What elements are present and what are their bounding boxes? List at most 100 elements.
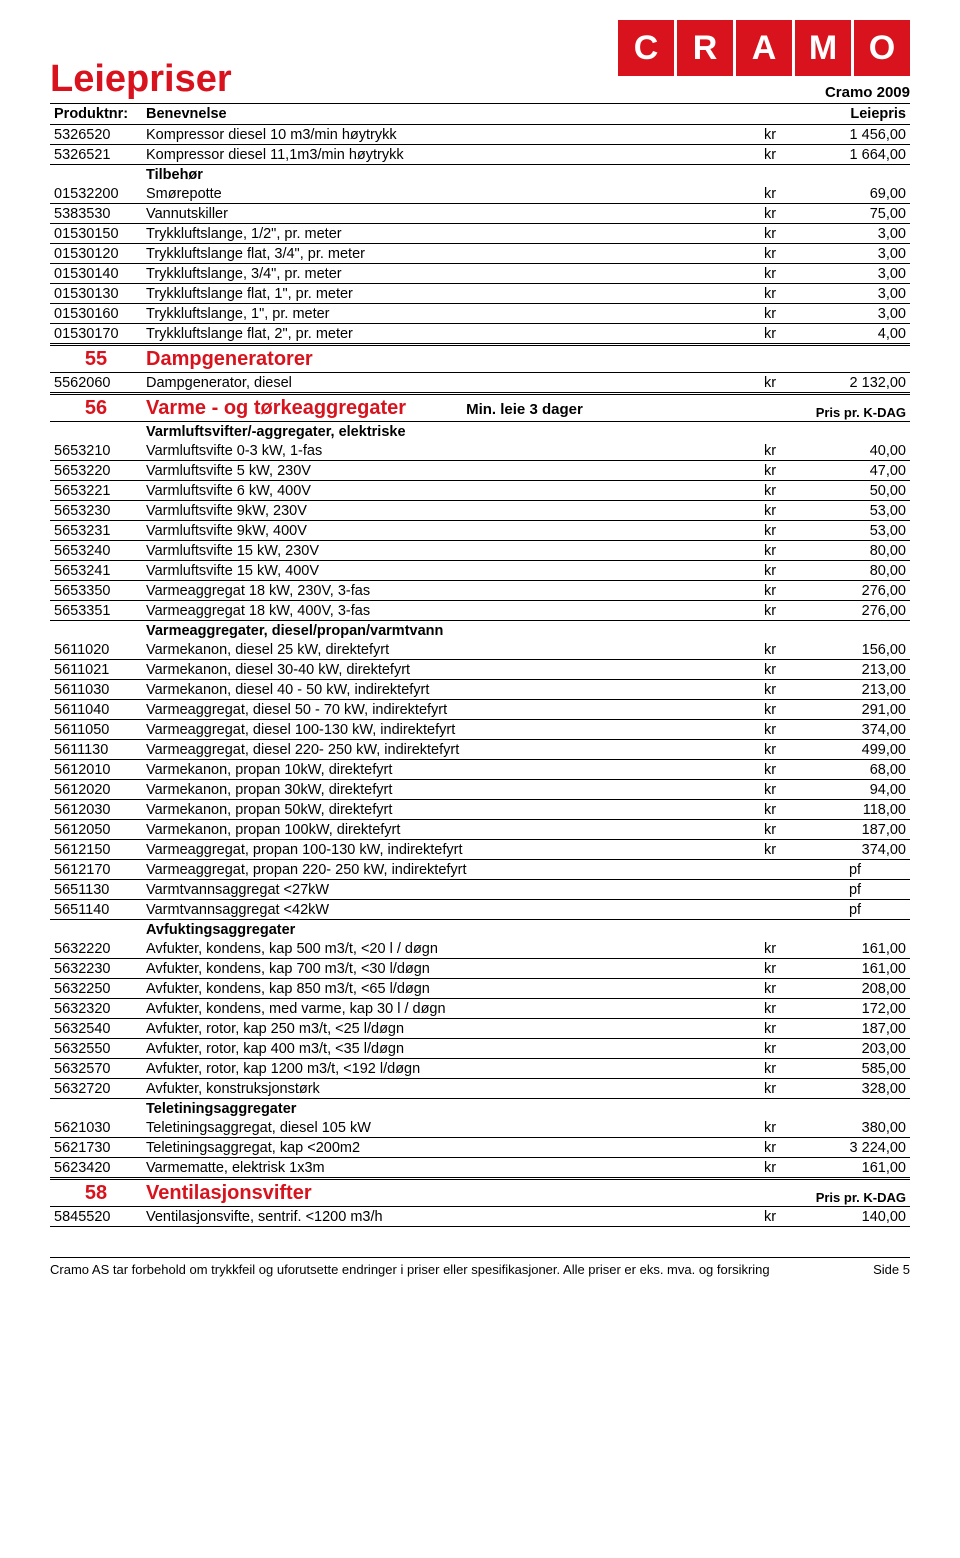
product-description: Avfukter, kondens, kap 500 m3/t, <20 l /…: [142, 939, 760, 959]
product-description: Varmtvannsaggregat <42kW: [142, 900, 760, 920]
product-number: 5383530: [50, 204, 142, 224]
currency-label: kr: [760, 1039, 800, 1059]
table-row: 5653351Varmeaggregat 18 kW, 400V, 3-fask…: [50, 601, 910, 621]
currency-label: kr: [760, 1207, 800, 1227]
product-description: Varmekanon, propan 30kW, direktefyrt: [142, 780, 760, 800]
currency-label: kr: [760, 1059, 800, 1079]
product-description: Varmematte, elektrisk 1x3m: [142, 1158, 760, 1179]
currency-label: kr: [760, 1118, 800, 1138]
table-row: 5621730Teletiningsaggregat, kap <200m2kr…: [50, 1138, 910, 1158]
table-row: 5632220Avfukter, kondens, kap 500 m3/t, …: [50, 939, 910, 959]
product-number: 5653350: [50, 581, 142, 601]
table-row: 5611040Varmeaggregat, diesel 50 - 70 kW,…: [50, 700, 910, 720]
price-value: pf: [800, 880, 910, 900]
product-description: Avfukter, konstruksjonstørk: [142, 1079, 760, 1099]
table-row: 01530140Trykkluftslange, 3/4", pr. meter…: [50, 264, 910, 284]
price-value: 276,00: [800, 581, 910, 601]
price-value: 69,00: [800, 184, 910, 204]
table-row: 5632230Avfukter, kondens, kap 700 m3/t, …: [50, 959, 910, 979]
product-number: 5632550: [50, 1039, 142, 1059]
price-value: 53,00: [800, 501, 910, 521]
currency-label: kr: [760, 204, 800, 224]
product-description: Dampgenerator, diesel: [142, 373, 760, 394]
currency-label: [760, 860, 800, 880]
currency-label: kr: [760, 820, 800, 840]
col-header-benevnelse: Benevnelse: [142, 104, 760, 125]
price-value: 68,00: [800, 760, 910, 780]
product-description: Varmtvannsaggregat <27kW: [142, 880, 760, 900]
currency-label: kr: [760, 939, 800, 959]
cramo-logo: C R A M O: [618, 20, 910, 76]
product-number: 5611021: [50, 660, 142, 680]
currency-label: kr: [760, 184, 800, 204]
currency-label: kr: [760, 840, 800, 860]
table-row: 5611020Varmekanon, diesel 25 kW, direkte…: [50, 640, 910, 660]
price-value: 50,00: [800, 481, 910, 501]
logo-area: C R A M O Cramo 2009: [618, 20, 910, 101]
product-description: Varmekanon, propan 10kW, direktefyrt: [142, 760, 760, 780]
table-row: 5612150Varmeaggregat, propan 100-130 kW,…: [50, 840, 910, 860]
price-value: 2 132,00: [800, 373, 910, 394]
product-description: Varmluftsvifte 5 kW, 230V: [142, 461, 760, 481]
product-description: Avfukter, rotor, kap 1200 m3/t, <192 l/d…: [142, 1059, 760, 1079]
currency-label: kr: [760, 640, 800, 660]
product-description: Avfukter, kondens, med varme, kap 30 l /…: [142, 999, 760, 1019]
product-number: 5612150: [50, 840, 142, 860]
currency-label: kr: [760, 700, 800, 720]
table-row: 5621030Teletiningsaggregat, diesel 105 k…: [50, 1118, 910, 1138]
product-description: Teletiningsaggregat, diesel 105 kW: [142, 1118, 760, 1138]
product-number: 5653241: [50, 561, 142, 581]
price-value: 3,00: [800, 224, 910, 244]
product-description: Trykkluftslange flat, 3/4", pr. meter: [142, 244, 760, 264]
product-description: Trykkluftslange, 3/4", pr. meter: [142, 264, 760, 284]
table-row: 5651140Varmtvannsaggregat <42kWpf: [50, 900, 910, 920]
price-value: 3,00: [800, 264, 910, 284]
product-description: Ventilasjonsvifte, sentrif. <1200 m3/h: [142, 1207, 760, 1227]
currency-label: kr: [760, 521, 800, 541]
price-value: 187,00: [800, 820, 910, 840]
table-row: 5611050Varmeaggregat, diesel 100-130 kW,…: [50, 720, 910, 740]
table-row: 5612050Varmekanon, propan 100kW, direkte…: [50, 820, 910, 840]
section-number: 56: [50, 394, 142, 422]
currency-label: kr: [760, 145, 800, 165]
product-description: Trykkluftslange, 1", pr. meter: [142, 304, 760, 324]
subheading-row: Tilbehør: [50, 165, 910, 185]
product-description: Varmeaggregat 18 kW, 400V, 3-fas: [142, 601, 760, 621]
currency-label: kr: [760, 264, 800, 284]
table-row: 5653210Varmluftsvifte 0-3 kW, 1-faskr40,…: [50, 441, 910, 461]
product-number: 5326521: [50, 145, 142, 165]
product-description: Varmekanon, diesel 40 - 50 kW, indirekte…: [142, 680, 760, 700]
table-row: 5623420Varmematte, elektrisk 1x3mkr161,0…: [50, 1158, 910, 1179]
price-value: 208,00: [800, 979, 910, 999]
currency-label: kr: [760, 481, 800, 501]
product-number: 5653231: [50, 521, 142, 541]
table-row: 5632250Avfukter, kondens, kap 850 m3/t, …: [50, 979, 910, 999]
table-header-row: Produktnr: Benevnelse Leiepris: [50, 104, 910, 125]
table-row: 5611030Varmekanon, diesel 40 - 50 kW, in…: [50, 680, 910, 700]
section-row: 55Dampgeneratorer: [50, 345, 910, 373]
table-row: 5326520Kompressor diesel 10 m3/min høytr…: [50, 125, 910, 145]
currency-label: kr: [760, 581, 800, 601]
logo-letter: A: [736, 20, 792, 76]
section-title: Ventilasjonsvifter: [142, 1179, 760, 1207]
table-row: 5562060Dampgenerator, dieselkr2 132,00: [50, 373, 910, 394]
product-number: 01530160: [50, 304, 142, 324]
product-number: 5326520: [50, 125, 142, 145]
table-row: 01530160Trykkluftslange, 1", pr. meterkr…: [50, 304, 910, 324]
currency-label: kr: [760, 1138, 800, 1158]
product-number: 5621030: [50, 1118, 142, 1138]
product-description: Varmluftsvifte 9kW, 400V: [142, 521, 760, 541]
table-row: 01532200Smørepottekr69,00: [50, 184, 910, 204]
table-row: 5653221Varmluftsvifte 6 kW, 400Vkr50,00: [50, 481, 910, 501]
price-value: 47,00: [800, 461, 910, 481]
table-row: 5611130Varmeaggregat, diesel 220- 250 kW…: [50, 740, 910, 760]
price-value: 75,00: [800, 204, 910, 224]
product-number: 5612050: [50, 820, 142, 840]
price-value: 291,00: [800, 700, 910, 720]
currency-label: kr: [760, 979, 800, 999]
section-price-note: Pris pr. K-DAG: [800, 1179, 910, 1207]
table-row: 5653220Varmluftsvifte 5 kW, 230Vkr47,00: [50, 461, 910, 481]
price-value: 40,00: [800, 441, 910, 461]
product-number: 5632250: [50, 979, 142, 999]
year-label: Cramo 2009: [825, 84, 910, 101]
